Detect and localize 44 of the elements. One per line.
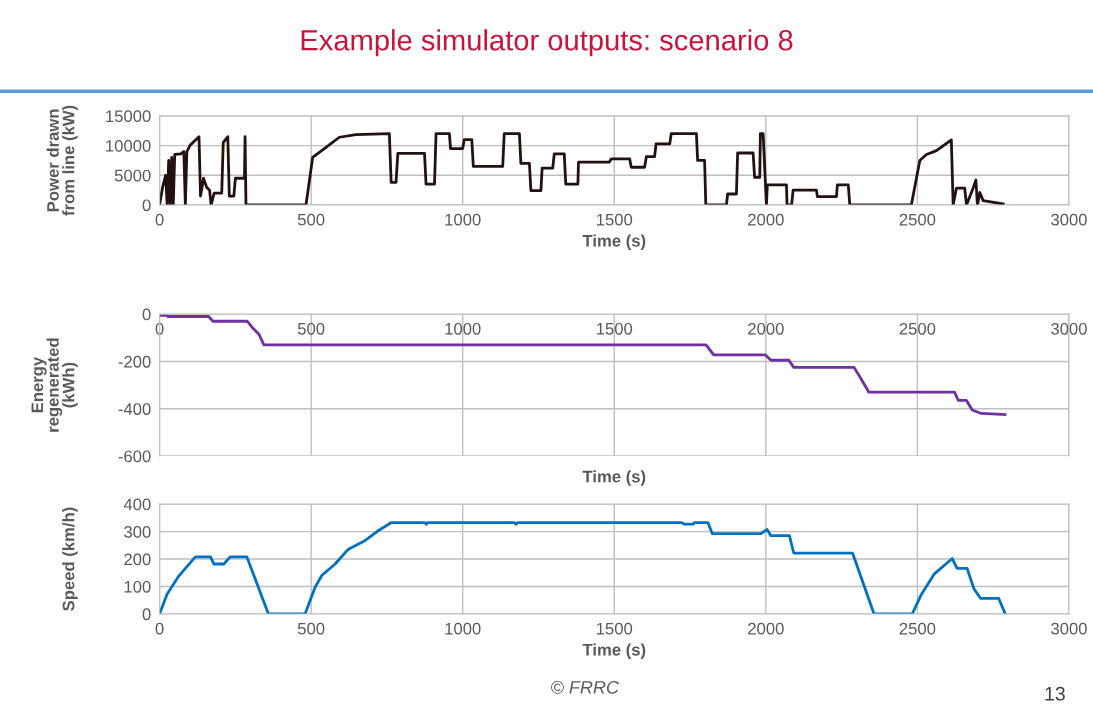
y-tick-label: 300: [124, 526, 151, 538]
x-tick-label: 1500: [597, 622, 633, 635]
y-tick-label: 10000: [106, 139, 151, 152]
x-tick-label: 2000: [748, 322, 784, 335]
x-tick-label: 1000: [445, 322, 481, 335]
text: 13: [1045, 686, 1065, 701]
y-tick-label: 100: [124, 580, 151, 593]
chart-title: Example simulator outputs: scenario 8: [301, 29, 793, 57]
line-series: [159, 521, 1007, 614]
x-tick-label: 1000: [445, 622, 481, 635]
x-tick-label: 2000: [748, 622, 784, 635]
y-tick-label: 0: [142, 608, 151, 621]
x-tick-label: 500: [297, 622, 325, 635]
x-tick-label: 500: [297, 322, 325, 335]
y-tick-label: 200: [124, 553, 151, 566]
y-tick-label: 400: [123, 498, 151, 511]
y-tick-label: 0: [142, 199, 151, 212]
x-axis-title: Time (s): [582, 234, 646, 250]
x-tick-label: 2500: [899, 213, 936, 226]
x-tick-label: 1500: [597, 213, 633, 226]
x-tick-label: 0: [155, 622, 164, 635]
x-tick-label: 500: [297, 213, 325, 226]
y-tick-label: 5000: [114, 169, 151, 182]
y-tick-label: 15000: [106, 110, 151, 123]
x-tick-label: 3000: [1051, 322, 1087, 335]
x-tick-label: 0: [155, 213, 164, 226]
y-tick-label: -400: [118, 403, 151, 415]
y-tick-label: 0: [142, 308, 151, 321]
y-axis-title: Energy regenerated (kWh): [31, 338, 78, 432]
y-tick-label: -200: [118, 355, 151, 368]
x-tick-label: 1500: [597, 322, 633, 335]
x-axis-title: Time (s): [582, 643, 646, 659]
x-tick-label: 3000: [1051, 213, 1087, 226]
y-axis-title: Speed (km/h): [62, 507, 78, 611]
line-series: [159, 132, 1005, 205]
x-tick-label: 3000: [1051, 622, 1087, 635]
x-tick-label: 2000: [748, 213, 784, 226]
x-tick-label: 2500: [899, 322, 936, 335]
x-axis-title: Time (s): [582, 470, 646, 486]
x-tick-label: 2500: [899, 622, 936, 635]
y-tick-label: -600: [118, 450, 151, 463]
x-tick-label: 1000: [445, 213, 481, 226]
text: © FRRC: [551, 680, 620, 694]
y-axis-title: Power drawn from line (kW): [46, 105, 78, 216]
